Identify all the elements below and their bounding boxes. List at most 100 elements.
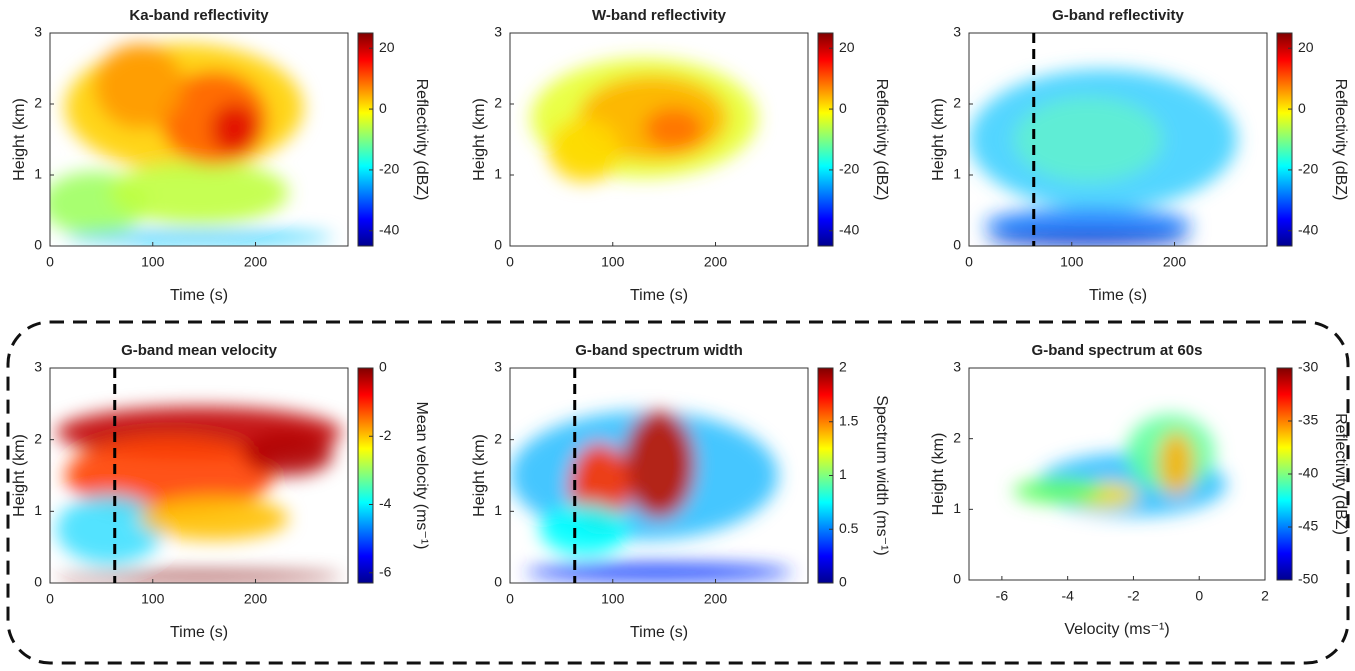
colorbar-tick-label: -30: [1298, 359, 1318, 375]
field-blob: [210, 103, 259, 155]
y-axis-label: Height (km): [471, 98, 488, 181]
x-tick-label: 0: [46, 254, 54, 270]
y-tick-label: 3: [953, 359, 961, 375]
y-tick-label: 0: [34, 237, 42, 253]
highlight-frame: [6, 320, 1350, 665]
x-tick-label: 200: [704, 254, 728, 270]
field-blob: [1158, 431, 1194, 496]
plot-frame: [509, 32, 809, 247]
colorbar-tick-label: -40: [839, 221, 859, 237]
x-axis-label: Velocity (ms⁻¹): [1064, 621, 1169, 638]
x-tick-label: 0: [506, 591, 514, 607]
colorbar-tick-label: -20: [839, 161, 859, 177]
colorbar-tick-label: 0: [839, 100, 847, 116]
colorbar: [1276, 32, 1293, 247]
field-blob: [539, 503, 630, 556]
y-tick-label: 0: [953, 237, 961, 253]
colorbar-tick-label: 2: [839, 359, 847, 375]
field: [510, 411, 794, 581]
colorbar-tick-label: -45: [1298, 518, 1318, 534]
x-axis-label: Time (s): [1089, 287, 1147, 304]
plot-title: G-band spectrum width: [575, 342, 743, 359]
y-tick-label: 1: [34, 166, 42, 182]
x-tick-label: 100: [1060, 254, 1084, 270]
plot-title: G-band spectrum at 60s: [1032, 342, 1203, 359]
x-tick-label: -2: [1127, 588, 1140, 604]
colorbar-tick-label: -40: [379, 221, 399, 237]
colorbar: [357, 367, 374, 584]
plot-title: W-band reflectivity: [592, 7, 727, 24]
x-tick-label: 0: [965, 254, 973, 270]
x-tick-label: 200: [244, 254, 268, 270]
field-blob: [55, 494, 164, 564]
colorbar-tick-label: -4: [379, 495, 392, 511]
field-blob: [243, 432, 334, 476]
field: [530, 58, 758, 183]
plot-title: Ka-band reflectivity: [129, 7, 269, 24]
field-blob: [983, 233, 1193, 246]
field-blobs: [1013, 414, 1227, 517]
y-tick-label: 1: [494, 166, 502, 182]
y-tick-label: 2: [34, 95, 42, 111]
colorbar-label: Spectrum width (ms⁻¹): [873, 395, 890, 555]
field-blob: [1013, 478, 1103, 504]
x-axis-label: Time (s): [630, 624, 688, 641]
x-tick-label: 200: [1163, 254, 1187, 270]
colorbar-tick-label: 0: [1298, 100, 1306, 116]
y-tick-label: 2: [494, 95, 502, 111]
colorbar-label: Reflectivity (dBZ): [1332, 79, 1349, 201]
colorbar-tick-label: 20: [1298, 39, 1314, 55]
x-tick-label: 100: [141, 591, 165, 607]
plot-frame: [49, 32, 349, 247]
y-axis-label: Height (km): [11, 98, 28, 181]
field: [969, 69, 1238, 246]
field-blobs: [530, 58, 758, 183]
field-blob: [139, 497, 289, 540]
x-tick-label: 100: [601, 254, 625, 270]
field-blob: [64, 436, 274, 515]
field-blob: [1013, 96, 1163, 183]
x-tick-label: -6: [996, 588, 1009, 604]
field-blob: [623, 411, 695, 519]
colorbar-tick-label: 0: [379, 359, 387, 375]
colorbar-tick-label: -40: [1298, 221, 1318, 237]
y-tick-label: 0: [953, 571, 961, 587]
colorbar-label: Mean velocity (ms⁻¹): [413, 401, 430, 549]
field-blob: [64, 231, 334, 244]
colorbar-tick-label: -20: [379, 161, 399, 177]
field-blob: [644, 107, 704, 151]
colorbar-tick-label: -35: [1298, 412, 1318, 428]
y-tick-label: 3: [34, 359, 42, 375]
y-axis-label: Height (km): [11, 434, 28, 517]
colorbar-tick-label: -40: [1298, 465, 1318, 481]
field-blobs: [55, 406, 343, 581]
field-blobs: [50, 43, 334, 244]
colorbar: [357, 32, 374, 247]
x-tick-label: 100: [601, 591, 625, 607]
y-axis-label: Height (km): [930, 98, 947, 181]
field-blobs: [510, 411, 794, 581]
y-tick-label: 0: [494, 574, 502, 590]
colorbar-tick-label: 0.5: [839, 520, 859, 536]
y-tick-label: 3: [953, 24, 961, 40]
field-blob: [548, 118, 621, 183]
colorbar-tick-label: -6: [379, 563, 392, 579]
y-tick-label: 2: [953, 95, 961, 111]
plot-frame: [509, 367, 809, 584]
field-blob: [109, 160, 289, 225]
plot-frame: [968, 32, 1268, 247]
plot-title: G-band reflectivity: [1052, 7, 1184, 24]
y-tick-label: 3: [494, 359, 502, 375]
y-axis-label: Height (km): [471, 434, 488, 517]
x-tick-label: 0: [506, 254, 514, 270]
y-tick-label: 1: [953, 166, 961, 182]
field-blob: [983, 207, 1193, 242]
plot-title: G-band mean velocity: [121, 342, 278, 359]
colorbar-tick-label: -50: [1298, 571, 1318, 587]
plot-frame: [49, 367, 349, 584]
y-tick-label: 2: [953, 429, 961, 445]
x-tick-label: 0: [1195, 588, 1203, 604]
x-tick-label: 0: [46, 591, 54, 607]
colorbar: [817, 32, 834, 247]
